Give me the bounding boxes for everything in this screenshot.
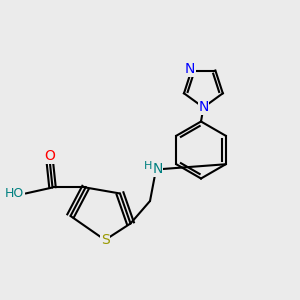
Text: N: N [152, 163, 163, 176]
Text: S: S [100, 233, 109, 247]
Text: HO: HO [5, 187, 24, 200]
Text: H: H [144, 161, 153, 172]
Text: O: O [44, 149, 55, 163]
Text: N: N [198, 100, 208, 114]
Text: N: N [185, 62, 195, 76]
